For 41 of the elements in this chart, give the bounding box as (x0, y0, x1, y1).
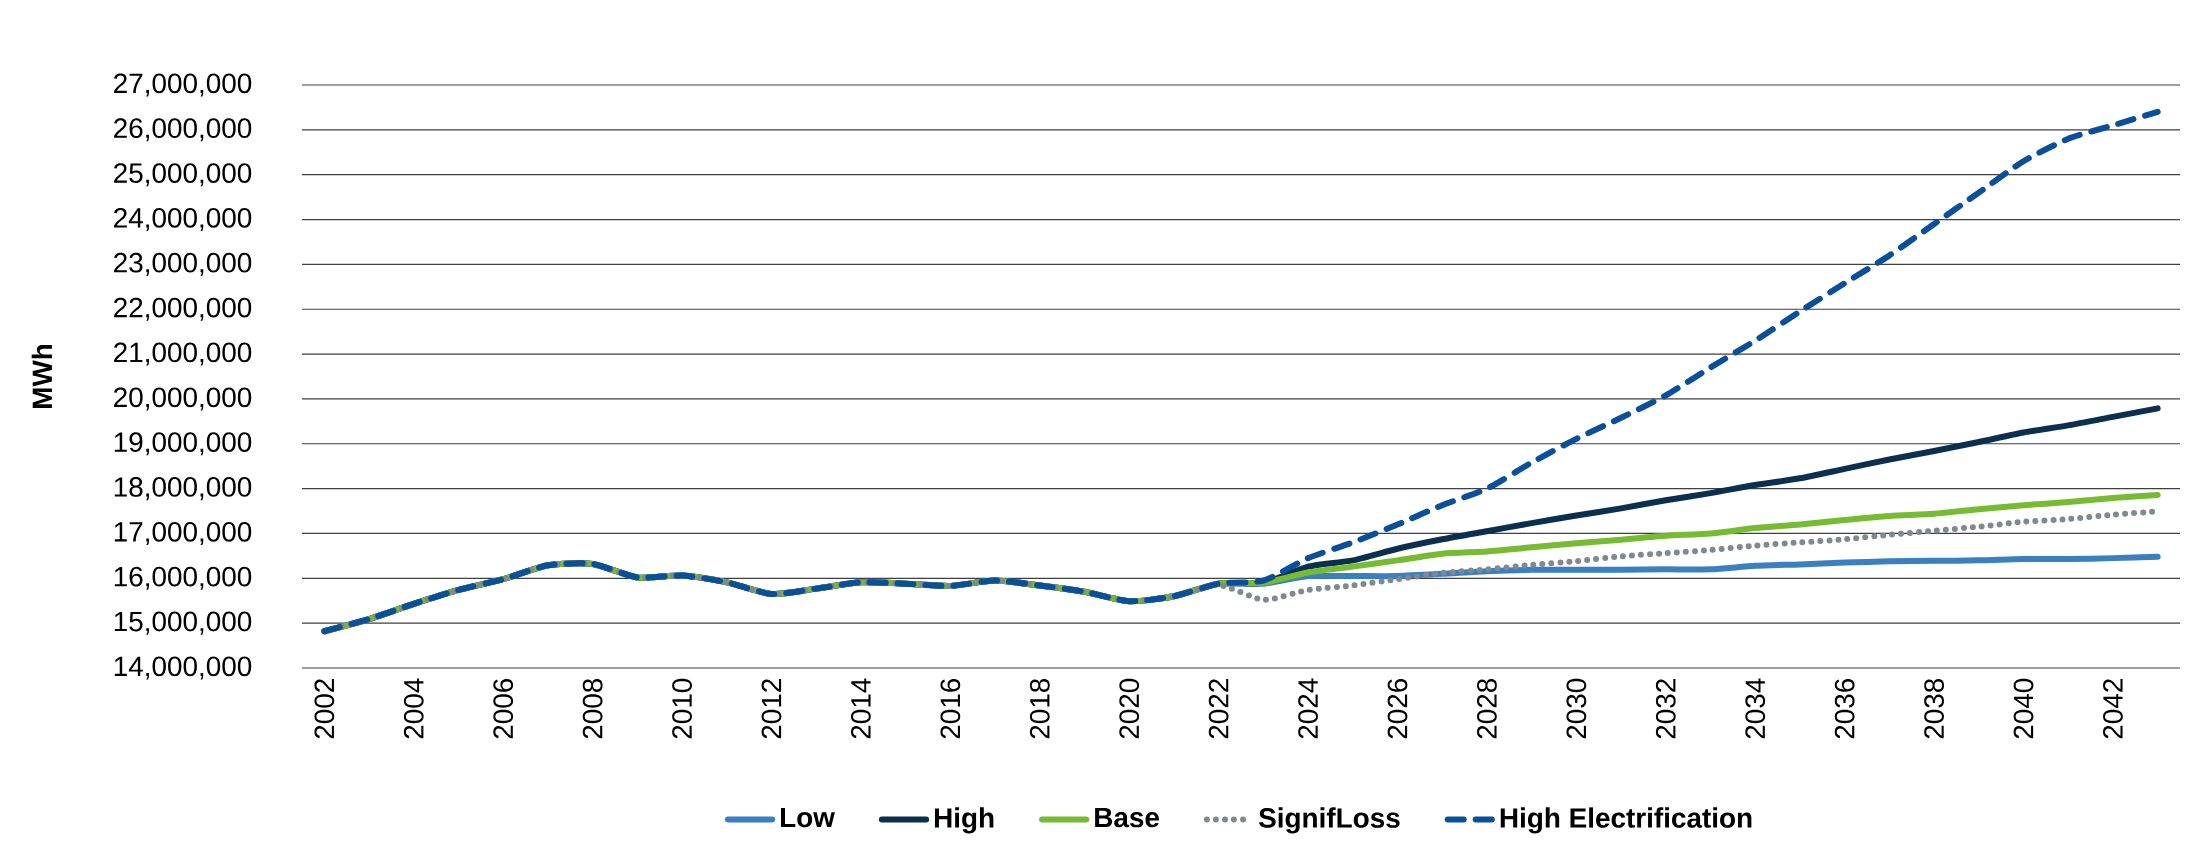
y-tick-label: 25,000,000 (114, 163, 252, 187)
y-tick-label: 19,000,000 (114, 432, 252, 456)
x-tick-label: 2016 (940, 678, 961, 739)
y-tick-label: 27,000,000 (114, 73, 252, 97)
x-tick-label: 2012 (761, 679, 782, 739)
y-tick-label: 26,000,000 (114, 118, 252, 142)
x-tick-label: 2036 (1834, 678, 1855, 739)
x-tick-label: 2040 (2013, 678, 2034, 739)
x-tick-label: 2008 (582, 678, 603, 739)
y-axis-title: MWh (31, 344, 52, 408)
y-tick-label: 24,000,000 (114, 207, 252, 232)
x-tick-label: 2006 (493, 678, 514, 739)
y-tick-label: 22,000,000 (114, 297, 252, 321)
x-tick-label: 2010 (672, 678, 692, 739)
legend-label: SignifLoss (1258, 807, 1400, 834)
x-tick-label: 2014 (851, 678, 871, 739)
y-tick-label: 20,000,000 (114, 387, 252, 411)
x-tick-label: 2024 (1298, 678, 1318, 739)
legend-label: Base (1095, 807, 1159, 828)
y-tick-label: 15,000,000 (114, 611, 252, 635)
x-tick-label: 2032 (1655, 679, 1676, 739)
legend-label: High Electrification (1500, 807, 1752, 834)
x-tick-label: 2004 (403, 678, 424, 739)
x-tick-label: 2034 (1745, 678, 1766, 739)
y-tick-label: 23,000,000 (114, 252, 252, 276)
legend-label: Low (781, 807, 835, 828)
y-tick-label: 21,000,000 (114, 342, 252, 366)
y-tick-label: 16,000,000 (114, 566, 252, 590)
x-tick-label: 2038 (1924, 678, 1944, 739)
legend-label: High (934, 807, 994, 834)
x-tick-label: 2042 (2103, 679, 2123, 739)
x-tick-label: 2020 (1119, 678, 1140, 739)
x-tick-label: 2026 (1387, 678, 1408, 739)
y-tick-label: 18,000,000 (114, 477, 252, 501)
x-tick-label: 2002 (314, 679, 335, 739)
y-tick-label: 14,000,000 (114, 656, 252, 680)
x-tick-label: 2018 (1029, 678, 1050, 739)
x-tick-label: 2030 (1566, 678, 1587, 739)
x-tick-label: 2028 (1477, 678, 1497, 739)
y-tick-label: 17,000,000 (114, 521, 252, 545)
x-tick-label: 2022 (1208, 679, 1229, 739)
